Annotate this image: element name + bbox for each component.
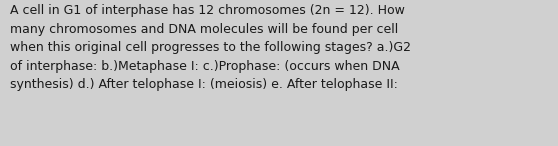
Text: A cell in G1 of interphase has 12 chromosomes (2n = 12). How
many chromosomes an: A cell in G1 of interphase has 12 chromo… [10,4,411,91]
